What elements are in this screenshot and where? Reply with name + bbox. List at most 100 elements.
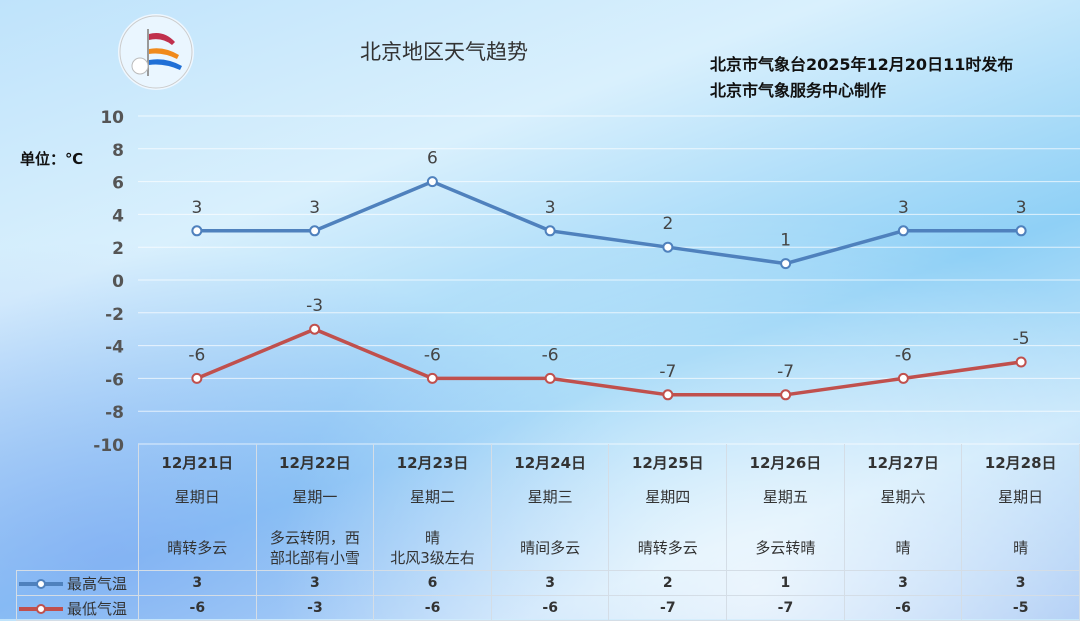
table-value-cell: -5	[961, 595, 1080, 621]
table-row-low: 最低气温 -6 -3 -6 -6 -7 -7 -6 -5	[16, 595, 1080, 621]
table-value-cell: 3	[961, 570, 1080, 596]
day-column-header: 12月23日 星期二晴北风3级左右	[373, 444, 492, 571]
data-label: 3	[309, 198, 320, 218]
data-label: -3	[306, 296, 323, 316]
weekday-label: 星期一	[292, 488, 338, 506]
table-value-cell: -7	[726, 595, 845, 621]
forecast-table: 12月21日 星期日 晴转多云 12月22日 星期一 多云转阴，西 部北部有小雪 12月23日…	[16, 444, 1080, 621]
y-tick-label: 4	[112, 206, 124, 226]
data-point	[309, 225, 321, 237]
table-header-row: 12月21日 星期日 晴转多云 12月22日 星期一 多云转阴，西 部北部有小雪 12月23日…	[17, 444, 1080, 571]
series-line-high	[196, 179, 1022, 266]
table-value-cell: -7	[608, 595, 728, 621]
weather-line: 多云转阴，西	[269, 529, 360, 547]
y-tick-label: -2	[105, 305, 124, 325]
y-tick-label: -6	[105, 370, 124, 390]
weather-description: 晴北风3级左右	[374, 526, 491, 570]
data-point	[191, 225, 203, 237]
y-tick-label: -4	[105, 338, 124, 358]
legend-low: 最低气温	[16, 595, 139, 621]
weather-line: 晴转多云	[167, 539, 228, 557]
weather-line: 晴	[895, 539, 911, 557]
weekday-label: 星期日	[998, 488, 1044, 506]
table-value-cell: 3	[137, 570, 257, 596]
data-point	[780, 389, 792, 401]
table-value-cell: 3	[490, 570, 610, 596]
data-label: -6	[895, 345, 912, 365]
table-value-cell: 3	[843, 570, 963, 596]
legend-high: 最高气温	[16, 570, 139, 596]
data-point	[662, 241, 674, 253]
day-column-header: 12月27日 星期六晴	[843, 444, 963, 571]
y-tick-label: 10	[100, 108, 124, 128]
table-value-cell: 3	[255, 570, 375, 596]
date-label: 12月21日	[161, 454, 234, 472]
table-value-cell: 6	[373, 570, 492, 596]
y-tick-label: -10	[93, 436, 124, 456]
weather-description: 多云转阴，西 部北部有小雪	[257, 526, 374, 570]
data-point	[897, 372, 909, 384]
data-label: 3	[1016, 198, 1027, 218]
y-tick-label: 6	[112, 174, 124, 194]
day-column-header: 12月26日 星期五 多云转晴	[726, 444, 845, 571]
data-label: 2	[662, 214, 673, 234]
data-point	[544, 225, 556, 237]
weather-description: 多云转晴	[727, 526, 844, 570]
weather-description: 晴间多云	[492, 526, 609, 570]
weekday-label: 星期六	[880, 488, 926, 506]
series-line-low	[196, 327, 1022, 397]
data-point	[897, 225, 909, 237]
table-row-high: 最高气温 3 3 6 3 2 1 3 3	[16, 570, 1080, 596]
data-point	[426, 176, 438, 188]
date-label: 12月25日	[631, 454, 704, 472]
data-label: 3	[191, 198, 202, 218]
data-point	[1015, 356, 1027, 368]
weather-line: 部北部有小雪	[269, 549, 360, 567]
meteorological-service-logo	[118, 14, 194, 90]
data-label: -6	[424, 345, 441, 365]
date-label: 12月22日	[279, 454, 351, 472]
weekday-label: 星期二	[410, 488, 456, 506]
unit-label: 单位：℃	[20, 150, 84, 168]
issuer-info: 北京市气象台2025年12月20日11时发布 北京市气象服务中心制作	[710, 52, 1013, 104]
y-tick-label: 2	[112, 239, 124, 259]
weather-description: 晴	[845, 526, 962, 570]
data-point	[780, 258, 792, 270]
table-value-cell: 1	[726, 570, 845, 596]
day-column-header: 12月24日 星期三 晴间多云	[490, 444, 610, 571]
data-label: -7	[659, 362, 676, 382]
weather-line: 晴间多云	[520, 539, 581, 557]
weekday-label: 星期四	[645, 488, 691, 506]
data-point	[309, 323, 321, 335]
day-column-header: 12月25日 星期四晴转多云	[608, 444, 728, 571]
table-value-cell: -6	[490, 595, 610, 621]
weekday-label: 星期日	[174, 488, 220, 506]
data-label: -6	[188, 345, 205, 365]
data-point	[191, 372, 203, 384]
weather-line: 晴转多云	[637, 539, 698, 557]
weather-description: 晴转多云	[609, 526, 726, 570]
day-column-header: 12月22日 星期一多云转阴，西 部北部有小雪	[255, 444, 375, 571]
data-label: -7	[777, 362, 794, 382]
legend-marker-icon	[19, 579, 63, 589]
legend-label: 最高气温	[67, 574, 128, 593]
table-value-cell: -6	[373, 595, 492, 621]
date-label: 12月26日	[749, 454, 822, 472]
y-tick-label: 0	[112, 272, 124, 292]
issuer-line-2: 北京市气象服务中心制作	[710, 81, 887, 100]
day-column-header: 12月21日 星期日晴转多云	[137, 444, 257, 571]
date-label: 12月23日	[396, 454, 469, 472]
weather-line: 晴	[425, 529, 441, 547]
table-value-cell: -6	[843, 595, 963, 621]
data-label: 6	[427, 149, 438, 169]
issuer-line-1: 北京市气象台2025年12月20日11时发布	[710, 55, 1014, 74]
date-label: 12月27日	[867, 454, 939, 472]
weather-line: 北风3级左右	[390, 549, 475, 567]
legend-marker-icon	[19, 604, 63, 614]
y-tick-label: -8	[105, 403, 124, 423]
weather-description: 晴转多云	[139, 526, 256, 570]
data-label: -5	[1013, 329, 1030, 349]
data-label: 3	[545, 198, 556, 218]
data-point	[426, 372, 438, 384]
